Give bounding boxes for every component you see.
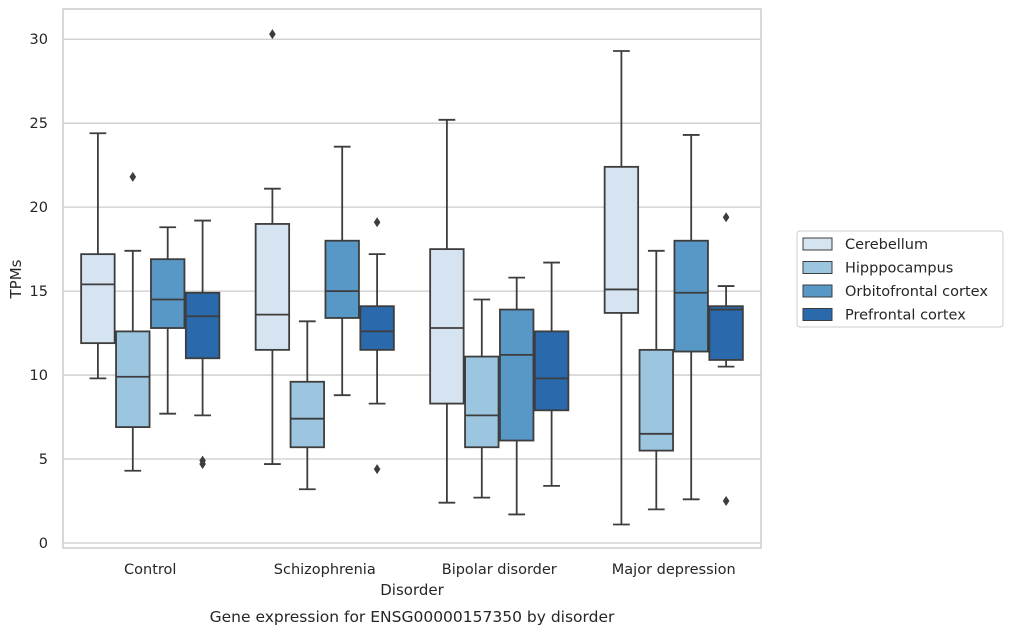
y-tick-label: 20 (30, 200, 48, 216)
outlier-point (129, 171, 137, 182)
box-iqr (359, 305, 395, 351)
box-prefrontal-cortex (359, 217, 395, 475)
legend-swatch (802, 237, 833, 251)
legend-label: Cerebellum (845, 237, 928, 253)
outlier-point (373, 217, 381, 228)
box-iqr (324, 239, 360, 319)
outlier-point (199, 455, 206, 466)
legend: Cerebellum Hipppocampus Orbitofrontal cort… (796, 230, 1004, 328)
box-prefrontal-cortex (533, 261, 570, 487)
legend-swatch (802, 284, 833, 298)
box-hipppocampus (464, 298, 500, 499)
box-iqr (638, 348, 674, 452)
legend-frame (796, 230, 1004, 328)
box-prefrontal-cortex (708, 212, 744, 506)
box-iqr (289, 380, 325, 449)
legend-label: Orbitofrontal cortex (845, 284, 988, 300)
outlier-point (373, 464, 381, 475)
box-series (80, 29, 744, 526)
box-cerebellum (254, 29, 291, 465)
axes (62, 8, 762, 549)
box-iqr (184, 291, 221, 360)
y-tick-label: 10 (30, 368, 48, 384)
y-tick-label: 15 (30, 284, 48, 300)
x-tick-label: Major depression (612, 562, 736, 578)
box-iqr (115, 330, 151, 429)
legend-swatch (802, 308, 833, 321)
box-iqr (150, 258, 186, 329)
box-iqr (254, 223, 291, 351)
box-orbitofrontal-cortex (499, 276, 535, 516)
plot-frame (62, 8, 762, 549)
y-tick-label: 25 (30, 116, 48, 132)
box-iqr (603, 165, 640, 314)
box-cerebellum (80, 132, 116, 380)
box-iqr (429, 248, 465, 405)
y-tick-label: 0 (39, 536, 48, 552)
x-tick-label: Bipolar disorder (442, 562, 557, 578)
box-iqr (673, 239, 709, 353)
outlier-point (269, 29, 276, 40)
box-iqr (708, 305, 744, 361)
y-axis-label: TPMs (7, 259, 25, 299)
y-tick-label: 5 (39, 452, 48, 468)
legend-label: Hipppocampus (845, 261, 953, 277)
chart-title: Gene expression for ENSG00000157350 by d… (210, 608, 615, 626)
x-axis-label: Disorder (380, 581, 444, 599)
box-iqr (80, 253, 116, 345)
x-tick-labels: Control Schizophrenia Bipolar disorder Majo… (124, 562, 736, 578)
y-tick-label: 30 (30, 32, 48, 48)
box-cerebellum (429, 118, 465, 504)
box-cerebellum (603, 50, 640, 526)
box-orbitofrontal-cortex (324, 145, 360, 397)
box-orbitofrontal-cortex (150, 226, 186, 415)
box-iqr (499, 308, 535, 442)
legend-label: Prefrontal cortex (845, 308, 966, 324)
box-orbitofrontal-cortex (673, 134, 709, 501)
box-hipppocampus (289, 320, 325, 491)
box-hipppocampus (638, 249, 674, 511)
legend-swatch (802, 261, 833, 274)
box-hipppocampus (115, 171, 151, 472)
box-prefrontal-cortex (184, 219, 221, 470)
outlier-point (722, 212, 730, 223)
x-tick-label: Schizophrenia (274, 562, 376, 578)
box-iqr (464, 355, 500, 449)
x-tick-label: Control (124, 562, 176, 578)
y-tick-labels: 0 5 10 15 20 25 30 (30, 32, 48, 552)
box-iqr (533, 330, 570, 412)
outlier-point (722, 495, 730, 506)
